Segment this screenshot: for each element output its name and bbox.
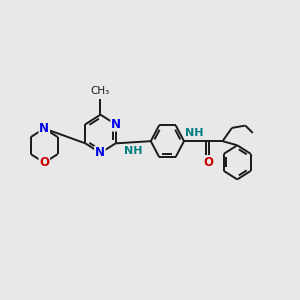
Text: NH: NH	[185, 128, 204, 138]
Text: O: O	[204, 156, 214, 169]
Text: O: O	[39, 156, 49, 169]
Text: CH₃: CH₃	[91, 85, 110, 95]
Text: NH: NH	[124, 146, 142, 155]
Text: N: N	[39, 122, 49, 135]
Text: N: N	[95, 146, 105, 159]
Text: N: N	[111, 118, 121, 131]
